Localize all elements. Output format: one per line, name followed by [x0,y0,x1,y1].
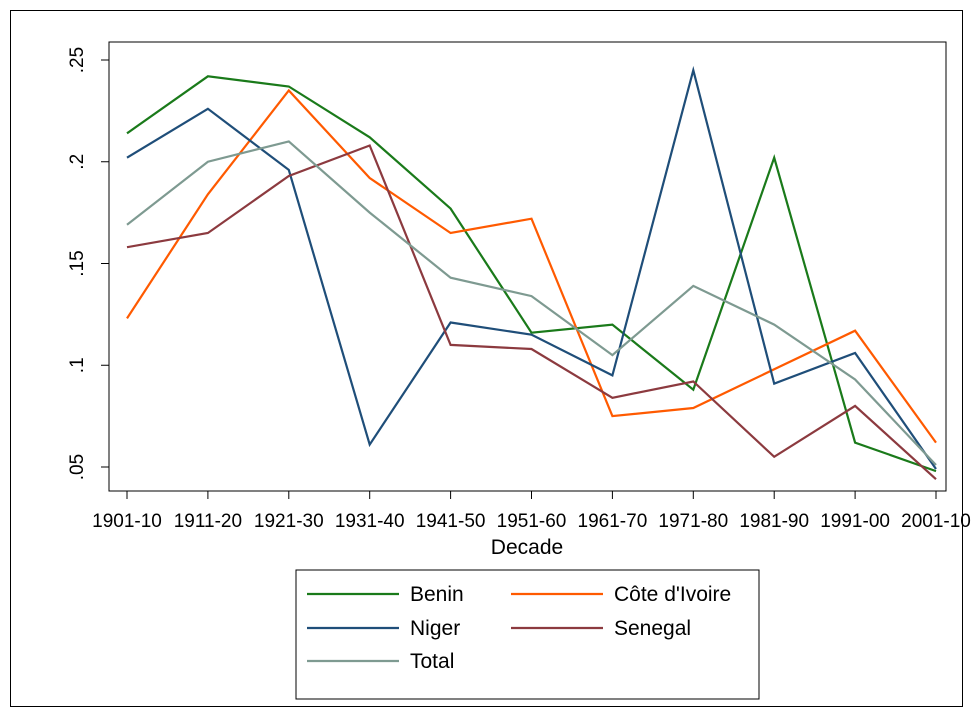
y-axis: .05 .1 .15 .2 .25 [67,47,109,480]
x-tick-label: 1961-70 [578,511,648,532]
y-tick-label: .15 [67,250,88,276]
y-tick-label: .1 [67,357,88,373]
x-tick-label: 1901-10 [92,511,162,532]
x-axis-title: Decade [491,536,563,559]
legend: Benin Côte d'Ivoire Niger Senegal Total [295,569,760,700]
series-line-niger [126,65,937,470]
series-line-benin [126,75,937,473]
y-tick-label: .2 [67,154,88,170]
x-tick-label: 2001-10 [901,511,971,532]
legend-label: Côte d'Ivoire [614,583,731,606]
x-tick-label: 1971-80 [658,511,728,532]
series-line-total [126,140,937,466]
x-tick-label: 1921-30 [254,511,324,532]
x-tick-label: 1981-90 [739,511,809,532]
x-tick-label: 1951-60 [497,511,567,532]
x-tick-label: 1991-00 [820,511,890,532]
series-line-senegal [126,144,937,481]
x-axis: 1901-10 1911-20 1921-30 1931-40 1941-50 1951-… [92,491,971,532]
x-tick-label: 1941-50 [416,511,486,532]
x-tick-label: 1911-20 [174,511,242,532]
legend-label: Niger [410,617,460,640]
legend-label: Total [410,650,454,673]
legend-label: Senegal [614,617,691,640]
x-tick-label: 1931-40 [335,511,405,532]
legend-box [295,569,760,700]
series-line-c-te-d-ivoire [126,88,937,444]
y-tick-label: .25 [67,47,88,73]
plot-area [108,41,947,492]
legend-label: Benin [410,583,464,606]
y-tick-label: .05 [67,454,88,480]
series-lines [126,65,937,481]
